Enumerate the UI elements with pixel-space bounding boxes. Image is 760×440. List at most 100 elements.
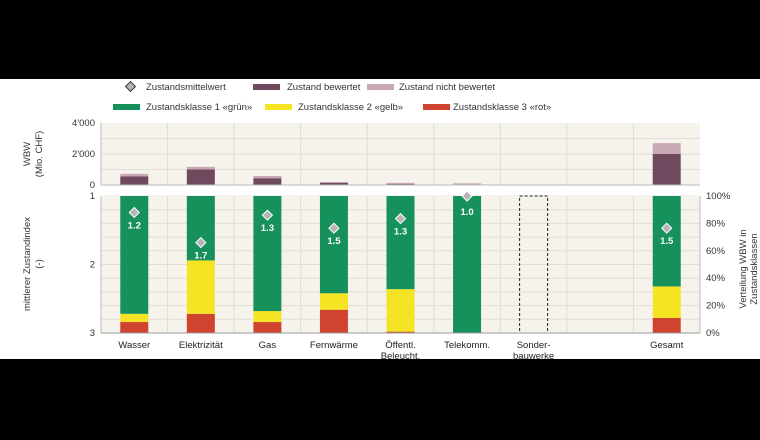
bar-unrated: [386, 182, 415, 185]
legend-item-unrated: Zustand nicht bewertet: [367, 82, 495, 93]
legend-marker-mean: [124, 80, 137, 93]
legend-item-mean: Zustandsmittelwert: [124, 80, 226, 93]
category-label: Elektrizität: [179, 340, 223, 351]
legend-label-class3: Zustandsklasse 3 «rot»: [453, 102, 551, 113]
chart-svg: Zustandsmittelwert Zustand bewertet Zust…: [22, 80, 760, 359]
left-ylabel-line2: (-): [34, 259, 45, 269]
mean-value-label: 1.2: [128, 220, 141, 231]
bar-rated: [186, 169, 215, 185]
legend-swatch-class3: [423, 104, 450, 110]
mean-markers: 1.2 1.7 1.3 1.5 1.3 1.0 1.5: [128, 190, 674, 262]
category-label: Telekomm.: [444, 340, 490, 351]
top-ytick-label: 4'000: [72, 118, 95, 129]
bottom-panel-left-ylabel: mittlerer Zustandindex (-): [22, 217, 45, 311]
legend-swatch-rated: [253, 84, 280, 90]
legend-label-class1: Zustandsklasse 1 «grün»: [146, 102, 252, 113]
mean-value-label: 1.3: [394, 227, 407, 238]
left-ytick-label: 1: [90, 191, 95, 202]
category-label: Fernwärme: [310, 340, 358, 351]
top-ylabel-line2: (Mio. CHF): [34, 131, 45, 177]
bar-class1: [652, 196, 681, 287]
axes: 4'000 2'000 01 2 3 100% 80% 60% 40% 20% 0% Wasser El…: [72, 118, 731, 359]
top-ytick-label: 2'000: [72, 149, 95, 160]
bar-unrated: [253, 176, 282, 179]
category-label: Gesamt: [650, 340, 684, 351]
bar-class2: [652, 286, 681, 318]
bar-class3: [253, 322, 282, 333]
category-label: Beleucht.: [381, 351, 421, 359]
bar-rated: [253, 178, 282, 185]
right-ytick-label: 80%: [706, 218, 726, 229]
mean-marker: [461, 190, 473, 202]
legend-item-class2: Zustandsklasse 2 «gelb»: [265, 102, 403, 113]
top-ylabel-line1: WBW: [22, 142, 33, 166]
top-panel-ylabel: WBW (Mio. CHF): [22, 131, 45, 177]
legend-label-rated: Zustand bewertet: [287, 82, 361, 93]
right-ylabel-line1: Verteilung WBW in: [738, 229, 749, 308]
mean-marker: [195, 236, 207, 249]
bar-rated: [652, 154, 681, 185]
top-ytick-label: 0: [90, 180, 95, 191]
legend-label-mean: Zustandsmittelwert: [146, 82, 226, 93]
bar-class2: [253, 311, 282, 323]
bottom-panel-right-ylabel: Verteilung WBW in Zustandsklassen: [738, 229, 760, 308]
right-ytick-label: 40%: [706, 273, 726, 284]
legend: Zustandsmittelwert Zustand bewertet Zust…: [113, 80, 551, 113]
top-panel-bars: [120, 143, 681, 185]
right-ytick-label: 0%: [706, 328, 720, 339]
bar-unrated: [319, 181, 348, 183]
right-ytick-label: 60%: [706, 246, 726, 257]
chart-figure: Zustandsmittelwert Zustand bewertet Zust…: [0, 79, 760, 359]
mean-value-label: 1.5: [327, 236, 341, 247]
bar-class2: [386, 289, 415, 332]
mean-value-label: 1.5: [660, 236, 674, 247]
bar-unrated: [120, 173, 149, 177]
left-ytick-label: 2: [90, 260, 95, 271]
bar-class1: [386, 196, 415, 290]
mean-marker: [128, 206, 140, 219]
bar-class3: [120, 322, 149, 333]
bar-class1: [186, 196, 215, 261]
bar-class3: [319, 309, 348, 333]
bar-unrated: [453, 183, 482, 185]
bar-class2: [186, 260, 215, 314]
bar-class3: [186, 313, 215, 333]
mean-value-label: 1.3: [261, 223, 274, 234]
legend-label-unrated: Zustand nicht bewertet: [399, 82, 495, 93]
mean-value-label: 1.7: [194, 251, 207, 262]
category-label: Sonder-: [517, 340, 551, 351]
legend-swatch-class2: [265, 104, 292, 110]
mean-value-label: 1.0: [460, 207, 473, 218]
mean-marker: [394, 212, 407, 225]
bar-unrated: [652, 143, 681, 154]
bar-no-data-outline: [519, 195, 549, 334]
category-label: bauwerke: [513, 351, 554, 359]
bar-rated: [319, 182, 348, 185]
legend-swatch-class1: [113, 104, 140, 110]
category-label: Gas: [259, 340, 277, 351]
bar-class2: [120, 313, 149, 323]
bottom-panel-bars: [120, 195, 681, 334]
legend-item-rated: Zustand bewertet: [253, 82, 361, 93]
legend-label-class2: Zustandsklasse 2 «gelb»: [298, 102, 403, 113]
right-ytick-label: 20%: [706, 301, 726, 312]
legend-item-class3: Zustandsklasse 3 «rot»: [423, 102, 551, 113]
bar-class2: [319, 293, 348, 310]
left-ytick-label: 3: [90, 328, 95, 339]
bar-class1: [319, 196, 348, 294]
mean-marker: [661, 222, 673, 234]
bar-rated: [120, 176, 149, 185]
right-ylabel-line2: Zustandsklassen: [749, 233, 760, 304]
right-ytick-label: 100%: [706, 191, 731, 202]
bar-class3: [386, 331, 415, 333]
bar-class1: [453, 196, 482, 333]
mean-marker: [261, 209, 274, 221]
category-label: Wasser: [118, 340, 150, 351]
left-ylabel-line1: mittlerer Zustandindex: [22, 217, 33, 311]
legend-swatch-unrated: [367, 84, 394, 90]
category-label: Öffentl.: [385, 340, 415, 351]
mean-marker: [328, 222, 340, 234]
bar-class3: [652, 317, 681, 333]
legend-item-class1: Zustandsklasse 1 «grün»: [113, 102, 252, 113]
bar-unrated: [186, 166, 215, 170]
